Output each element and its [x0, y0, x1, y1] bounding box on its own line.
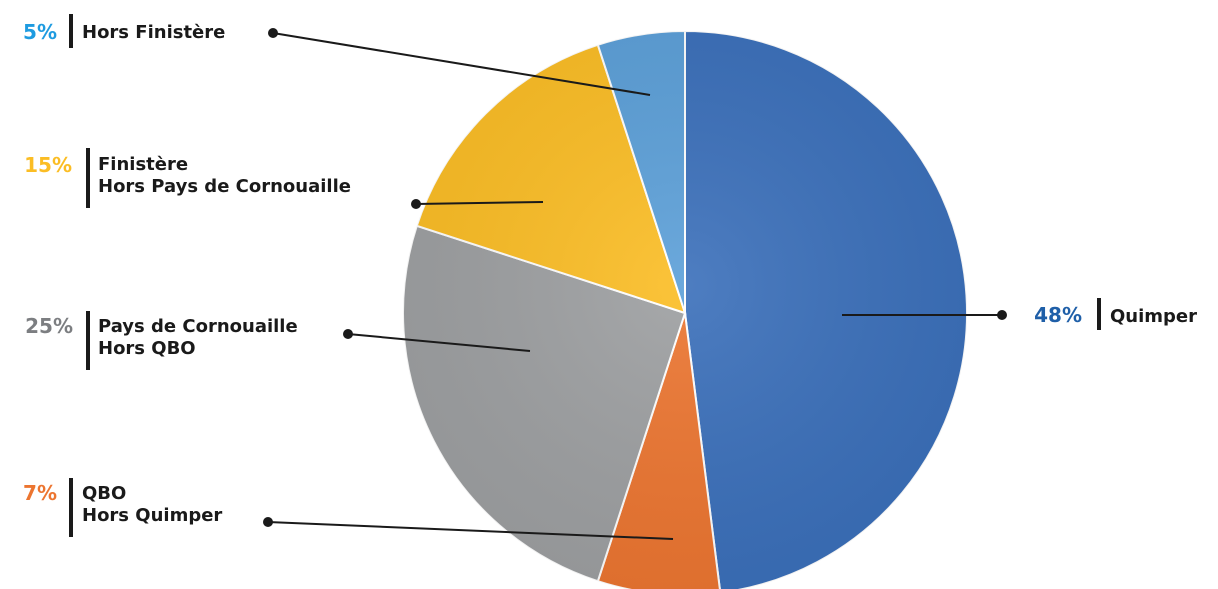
callout-dot-hors-finist-re: [268, 28, 278, 38]
category-label-line: Finistère: [98, 154, 188, 175]
category-label-line: Hors QBO: [98, 338, 196, 359]
callout-dot-quimper: [997, 310, 1007, 320]
callout-line-finist-re-hors-pays-de-cornouaille: [415, 201, 544, 205]
percent-label-qbo-hors-quimper: 7%: [23, 481, 57, 505]
callout-line-pays-de-cornouaille-hors-qbo: [347, 333, 531, 352]
category-label-quimper: Quimper: [1110, 306, 1197, 327]
category-label-pays-de-cornouaille-hors-qbo: Pays de Cornouaille Hors QBO: [98, 316, 298, 359]
category-label-line: Hors Quimper: [82, 505, 222, 526]
callouts: [263, 28, 1007, 540]
percent-label-pays-de-cornouaille-hors-qbo: 25%: [25, 314, 73, 338]
category-label-finist-re-hors-pays-de-cornouaille: Finistère Hors Pays de Cornouaille: [98, 154, 351, 197]
percent-label-quimper: 48%: [1034, 303, 1082, 327]
labels: 48% Quimper 7% QBO Hors Quimper 25% Pays de Co…: [23, 14, 1197, 537]
category-label-qbo-hors-quimper: QBO Hors Quimper: [82, 483, 222, 526]
pie-slice-quimper: [684, 29, 969, 589]
category-label-line: Pays de Cornouaille: [98, 316, 298, 337]
separator-bar-quimper: [1097, 298, 1101, 330]
separator-bar-hors-finist-re: [69, 14, 73, 48]
separator-bar-pays-de-cornouaille-hors-qbo: [86, 311, 90, 370]
percent-label-finist-re-hors-pays-de-cornouaille: 15%: [24, 153, 72, 177]
callout-line-hors-finist-re: [272, 32, 651, 96]
pie-slices: [402, 29, 969, 589]
callout-dot-qbo-hors-quimper: [263, 517, 273, 527]
separator-bar-finist-re-hors-pays-de-cornouaille: [86, 148, 90, 208]
callout-line-qbo-hors-quimper: [267, 521, 674, 540]
percent-label-hors-finist-re: 5%: [23, 20, 57, 44]
category-label-line: QBO: [82, 483, 126, 504]
category-label-line: Hors Finistère: [82, 22, 225, 43]
separator-bar-qbo-hors-quimper: [69, 478, 73, 537]
category-label-line: Hors Pays de Cornouaille: [98, 176, 351, 197]
category-label-hors-finist-re: Hors Finistère: [82, 22, 225, 43]
category-label-line: Quimper: [1110, 306, 1197, 327]
callout-dot-finist-re-hors-pays-de-cornouaille: [411, 199, 421, 209]
callout-dot-pays-de-cornouaille-hors-qbo: [343, 329, 353, 339]
